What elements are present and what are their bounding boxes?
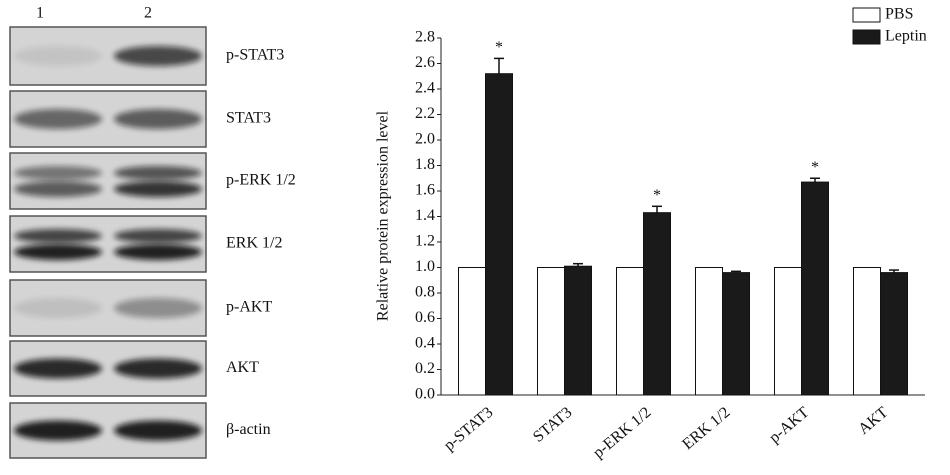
x-tick-label: p-AKT — [766, 404, 813, 447]
blot-band — [14, 109, 102, 129]
y-tick-label: 0.6 — [415, 309, 435, 326]
lane-label: 2 — [144, 5, 152, 22]
error-bar — [494, 58, 504, 73]
y-axis-label: Relative protein expression level — [375, 110, 392, 321]
bar — [802, 182, 829, 395]
significance-marker: * — [811, 159, 819, 176]
error-bar — [652, 206, 662, 212]
blot-band — [114, 244, 202, 260]
blot-panel — [10, 216, 206, 272]
bar — [538, 268, 565, 396]
bar — [775, 268, 802, 396]
blot-label: ERK 1/2 — [226, 235, 282, 252]
x-tick-label: STAT3 — [530, 404, 575, 446]
legend-label: Leptin — [885, 28, 927, 45]
y-tick-label: 2.8 — [415, 29, 435, 46]
western-blot: 1 2 p-STAT3 STAT3 p-ERK 1/2 ERK 1/2 p-AKT AKT β-… — [10, 5, 296, 458]
y-tick-label: 0.2 — [415, 360, 435, 377]
bar — [459, 268, 486, 396]
y-tick-label: 1.6 — [415, 182, 435, 199]
blot-band — [14, 166, 102, 180]
y-tick-label: 0.4 — [415, 335, 435, 352]
blot-band — [14, 421, 102, 441]
blot-band — [14, 298, 102, 318]
bar — [881, 273, 908, 395]
blot-band — [114, 229, 202, 243]
blot-band — [14, 229, 102, 243]
blot-band — [14, 359, 102, 379]
x-tick-label: p-ERK 1/2 — [590, 404, 654, 462]
blot-band — [114, 421, 202, 441]
blot-panel — [10, 153, 206, 209]
bar — [723, 273, 750, 395]
legend-label: PBS — [885, 6, 913, 23]
blot-label: p-AKT — [226, 299, 272, 316]
bar — [486, 74, 513, 395]
blot-band — [14, 46, 102, 66]
blot-band — [114, 166, 202, 180]
y-tick-label: 1.8 — [415, 156, 435, 173]
blot-band — [14, 181, 102, 197]
blot-band — [114, 109, 202, 129]
bar — [617, 268, 644, 396]
blot-label: STAT3 — [226, 110, 271, 127]
bar — [854, 268, 881, 396]
y-tick-label: 2.4 — [415, 80, 435, 97]
blot-label: p-ERK 1/2 — [226, 172, 296, 189]
legend-swatch — [853, 8, 880, 22]
y-tick-label: 0.0 — [415, 386, 435, 403]
blot-band — [114, 46, 202, 66]
x-tick-label: AKT — [855, 404, 891, 438]
y-tick-label: 1.4 — [415, 207, 435, 224]
y-tick-label: 1.0 — [415, 258, 435, 275]
error-bar — [810, 178, 820, 182]
blot-band — [114, 359, 202, 379]
blot-label: p-STAT3 — [226, 47, 284, 64]
significance-marker: * — [653, 187, 661, 204]
blot-label: β-actin — [226, 421, 271, 438]
x-tick-label: ERK 1/2 — [679, 404, 733, 453]
y-tick-label: 2.2 — [415, 105, 435, 122]
lane-label: 1 — [36, 5, 44, 22]
y-tick-label: 2.6 — [415, 54, 435, 71]
bar — [565, 266, 592, 395]
bar — [696, 268, 723, 396]
bar — [644, 213, 671, 395]
x-tick-label: p-STAT3 — [441, 404, 497, 454]
y-tick-label: 0.8 — [415, 284, 435, 301]
legend-swatch — [853, 30, 880, 44]
y-tick-label: 2.0 — [415, 131, 435, 148]
significance-marker: * — [495, 39, 503, 56]
bar-chart: 0.0 0.2 0.4 0.6 0.8 1.0 1.2 1.4 1.6 1.8 2.0 2.2 2.4 2… — [375, 6, 927, 462]
blot-band — [114, 181, 202, 197]
y-tick-label: 1.2 — [415, 233, 435, 250]
blot-band — [114, 298, 202, 318]
blot-band — [14, 244, 102, 260]
figure: 1 2 p-STAT3 STAT3 p-ERK 1/2 ERK 1/2 p-AKT AKT β-… — [0, 0, 950, 475]
blot-label: AKT — [226, 359, 259, 376]
